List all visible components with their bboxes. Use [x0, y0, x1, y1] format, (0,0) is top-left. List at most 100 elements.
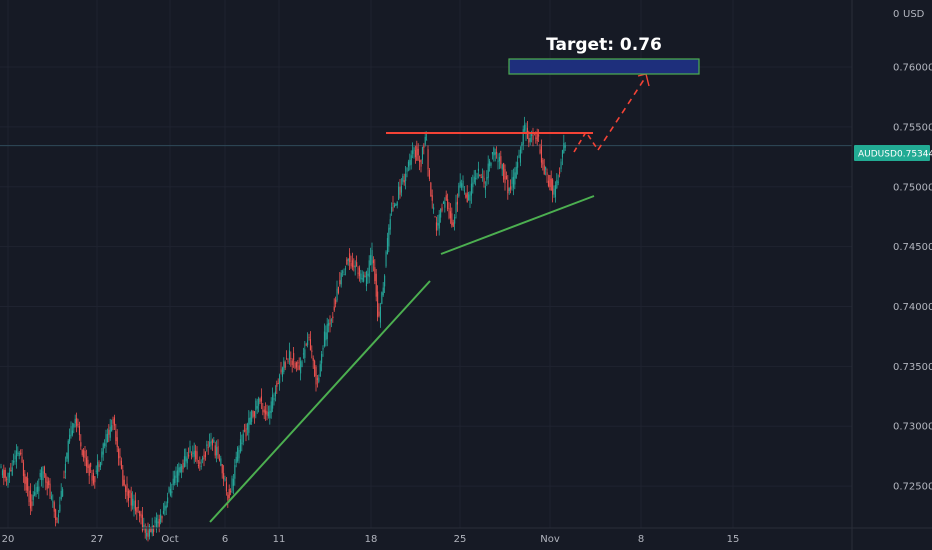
candle-body — [288, 350, 290, 360]
candle-body — [55, 509, 57, 521]
drawing-annotations — [209, 58, 700, 523]
candle-body — [293, 353, 295, 361]
candle-body — [546, 172, 548, 176]
candle-body — [353, 265, 355, 267]
candle-body — [451, 213, 453, 226]
candle-body — [116, 437, 118, 448]
candle-body — [154, 520, 156, 523]
candle-body — [365, 271, 367, 287]
candle-body — [287, 360, 289, 362]
candle-body — [294, 362, 296, 369]
candle-body — [561, 150, 563, 158]
candle-body — [83, 450, 85, 458]
candle-body — [377, 291, 379, 317]
candle-body — [25, 476, 27, 491]
candle-body — [38, 486, 40, 492]
candle-body — [498, 157, 500, 162]
candle-body — [188, 454, 190, 457]
candle-body — [265, 410, 267, 415]
candle-body — [333, 306, 335, 311]
candle-body — [497, 160, 499, 163]
candle-body — [370, 255, 372, 266]
candle-body — [167, 497, 169, 504]
candle-body — [48, 480, 50, 486]
candle-body — [90, 463, 92, 467]
candle-body — [438, 214, 440, 229]
candle-body — [3, 469, 5, 479]
candle-body — [251, 411, 253, 422]
candle-body — [50, 496, 52, 499]
price-tick-label: 0.74000 — [893, 302, 932, 313]
candle-body — [357, 272, 359, 274]
candle-body — [223, 473, 225, 480]
candle-body — [217, 446, 219, 459]
candle-body — [193, 450, 195, 457]
candle-body — [256, 406, 258, 409]
candle-body — [126, 483, 128, 496]
candle-body — [290, 357, 292, 359]
candle-body — [146, 532, 148, 537]
candle-body — [119, 455, 121, 458]
candle-body — [528, 138, 530, 143]
candle-body — [433, 207, 435, 210]
candle-body — [350, 262, 352, 267]
candle-body — [183, 456, 185, 468]
candle-body — [94, 476, 96, 483]
candle-body — [336, 288, 338, 301]
candle-body — [106, 433, 108, 443]
target-zone-box — [508, 58, 700, 75]
candle-body — [56, 518, 58, 523]
candle-body — [22, 462, 24, 476]
candle-body — [17, 452, 19, 454]
projection-path-target — [597, 77, 646, 151]
candle-body — [560, 161, 562, 169]
price-tick-label: 0.76000 — [893, 63, 932, 74]
price-tick-label: 0.75000 — [893, 182, 932, 193]
candle-body — [393, 204, 395, 208]
candle-body — [557, 181, 559, 183]
candle-body — [452, 222, 454, 227]
candle-body — [77, 424, 79, 426]
candle-body — [31, 501, 33, 507]
candle-body — [466, 192, 468, 203]
candle-body — [59, 504, 61, 512]
candle-body — [416, 146, 418, 161]
candle-body — [60, 490, 62, 500]
candle-body — [70, 426, 72, 437]
candle-body — [412, 150, 414, 154]
candle-body — [273, 397, 275, 401]
candle-body — [356, 262, 358, 267]
candle-body — [199, 461, 201, 464]
candle-body — [57, 514, 59, 518]
candle-body — [151, 525, 153, 534]
candle-body — [480, 177, 482, 179]
candle-body — [13, 460, 15, 463]
candle-body — [515, 166, 517, 178]
candle-body — [335, 299, 337, 304]
candle-body — [511, 177, 513, 184]
candle-body — [346, 259, 348, 265]
candle-body — [98, 464, 100, 468]
candle-body — [249, 417, 251, 425]
candle-body — [328, 322, 330, 326]
candle-body — [102, 443, 104, 455]
time-tick-label: 15 — [727, 534, 740, 545]
candle-body — [419, 160, 421, 163]
candle-body — [272, 394, 274, 409]
candle-body — [550, 178, 552, 191]
time-tick-label: 27 — [91, 534, 104, 545]
candle-body — [354, 265, 356, 268]
candle-body — [461, 183, 463, 188]
candle-body — [189, 446, 191, 453]
candle-body — [447, 199, 449, 209]
candle-body — [427, 149, 429, 170]
candle-body — [403, 180, 405, 183]
candle-body — [92, 472, 94, 484]
candle-body — [470, 183, 472, 196]
candle-body — [507, 179, 509, 194]
candle-body — [274, 391, 276, 397]
candle-body — [315, 366, 317, 385]
candle-body — [463, 190, 465, 192]
